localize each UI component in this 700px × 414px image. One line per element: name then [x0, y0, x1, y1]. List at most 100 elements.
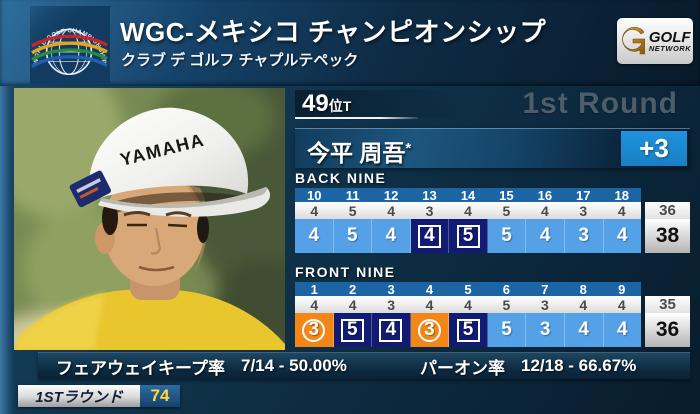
bogey-mark: 5: [340, 318, 364, 342]
score-cell-par: 5: [487, 313, 527, 347]
golf-network-logo: GOLF NETWORK: [617, 18, 693, 64]
front-nine-label: FRONT NINE: [295, 264, 396, 280]
score-cell-par: 4: [372, 219, 411, 253]
par-mark: 4: [385, 225, 397, 246]
par-row: 4 5 4 3 4 5 4 3 4: [295, 202, 641, 219]
par-value: 4: [617, 202, 626, 219]
bogey-mark: 5: [456, 224, 480, 248]
hole-number: 5: [464, 281, 472, 297]
hole-number: 15: [499, 187, 514, 203]
stats-bar: フェアウェイキープ率 7/14 - 50.00% パーオン率 12/18 - 6…: [38, 352, 690, 379]
birdie-mark: 3: [302, 318, 326, 342]
bogey-mark: 4: [417, 224, 441, 248]
par-value: 3: [387, 296, 395, 313]
amateur-mark: *: [405, 140, 412, 157]
gir-label: パーオン率: [420, 358, 505, 378]
par-value: 4: [464, 296, 472, 313]
rank-suffix: 位T: [328, 98, 352, 114]
score-cell-par: 4: [295, 219, 334, 253]
fairway-label: フェアウェイキープ率: [56, 358, 225, 378]
hole-number: 11: [345, 187, 360, 203]
par-value: 4: [310, 296, 319, 313]
par-mark: 4: [578, 319, 589, 340]
score-cell-par: 4: [564, 313, 604, 347]
player-photo: YAMAHA: [14, 88, 285, 350]
hole-number: 10: [306, 187, 322, 203]
score-cell-par: 5: [333, 219, 373, 253]
score-cell-bogey: 5: [333, 313, 373, 347]
gir-value: 12/18 - 66.67%: [521, 356, 637, 375]
par-value: 5: [348, 202, 357, 219]
hole-number: 3: [387, 281, 395, 297]
hole-number: 18: [614, 187, 629, 203]
par-value: 3: [579, 202, 588, 219]
round-badge-score: 74: [140, 385, 180, 407]
wgc-logo: WORLD GOLF CHAMPIONSHIPS®: [30, 6, 110, 84]
bogey-mark: 4: [379, 318, 403, 342]
hole-number: 6: [502, 281, 511, 297]
hole-number: 7: [541, 281, 549, 297]
wgc-globe-icon: [31, 28, 108, 76]
hole-number-row: 1 2 3 4 5 6 7 8 9: [295, 281, 641, 297]
golf-network-subtext: NETWORK: [648, 43, 692, 53]
par-mark: 4: [539, 225, 551, 246]
score-total: 38: [645, 219, 690, 253]
score-cell-par: 4: [603, 219, 642, 253]
birdie-mark: 3: [417, 318, 441, 342]
score-cell-par: 4: [526, 219, 565, 253]
par-mark: 3: [578, 225, 589, 246]
score-cell-bogey: 4: [372, 313, 411, 347]
bogey-mark: 5: [456, 318, 480, 342]
par-mark: 4: [616, 225, 628, 246]
par-mark: 4: [616, 319, 628, 340]
par-value: 4: [310, 202, 319, 219]
par-mark: 4: [308, 225, 320, 246]
round-score-badge: 1STラウンド 74: [18, 385, 180, 407]
score-cell-bogey: 4: [410, 219, 450, 253]
tournament-title: WGC-メキシコ チャンピオンシップ: [120, 17, 547, 47]
hole-number: 17: [576, 187, 591, 203]
par-value: 3: [425, 202, 434, 219]
par-value: 4: [579, 296, 588, 313]
score-cell-bogey: 5: [449, 219, 488, 253]
par-value: 5: [502, 202, 511, 219]
par-value: 4: [387, 202, 395, 219]
hole-number-row: 10 11 12 13 14 15 16 17 18: [295, 187, 641, 203]
hole-number: 2: [349, 281, 357, 297]
par-value: 5: [502, 296, 511, 313]
score-cell-par: 3: [564, 219, 604, 253]
header-bar: WORLD GOLF CHAMPIONSHIPS® WGC-メキシコ チャンピオ…: [0, 0, 700, 86]
round-badge-label: 1STラウンド: [18, 385, 140, 407]
total-score-badge: +3: [621, 131, 687, 166]
score-cell-bogey: 5: [449, 313, 488, 347]
score-cell-birdie: 3: [410, 313, 450, 347]
hole-number: 13: [422, 187, 437, 203]
golf-network-text: GOLF: [648, 28, 691, 46]
score-cell-par: 4: [603, 313, 642, 347]
fairway-value: 7/14 - 50.00%: [240, 356, 347, 375]
score-cell-par: 3: [526, 313, 565, 347]
hole-number: 8: [579, 281, 587, 297]
round-label: 1st Round: [522, 87, 678, 120]
rank-background: [295, 90, 465, 118]
par-mark: 5: [347, 225, 358, 246]
par-value: 4: [348, 296, 357, 313]
hole-number: 16: [537, 187, 553, 203]
back-nine-label: BACK NINE: [295, 170, 387, 186]
score-total: 36: [645, 313, 690, 347]
par-total: 36: [645, 202, 690, 219]
par-mark: 5: [501, 225, 512, 246]
score-cell-birdie: 3: [295, 313, 334, 347]
rank-underline: [295, 117, 418, 119]
par-mark: 3: [539, 319, 551, 340]
hole-number: 14: [460, 187, 476, 203]
par-total: 35: [645, 296, 690, 313]
hole-number: 9: [618, 281, 626, 297]
par-value: 4: [540, 202, 549, 219]
score-cell-par: 5: [487, 219, 527, 253]
